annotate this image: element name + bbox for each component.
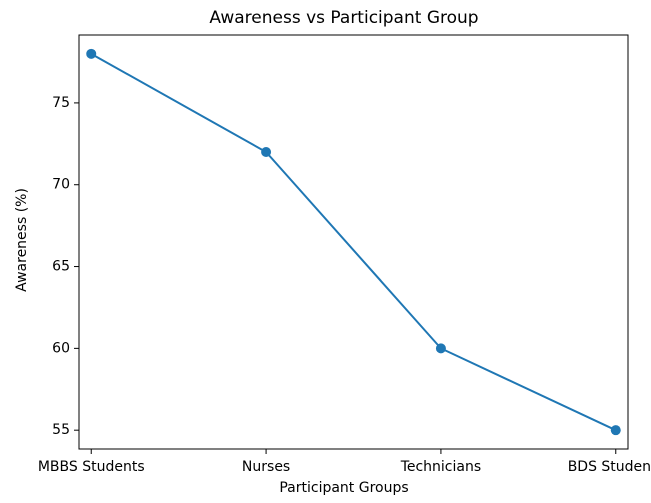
line: [90, 52, 617, 432]
y-tick-label: 75: [52, 95, 70, 111]
x-tick-label: MBBS Students: [38, 459, 145, 475]
y-tick-label: 60: [52, 340, 70, 356]
point: [610, 425, 621, 436]
y-tick-label: 55: [52, 422, 70, 438]
x-tick-label: Technicians: [400, 459, 481, 475]
y-tick-label: 65: [52, 259, 70, 275]
x-tick-label: BDS Students: [568, 459, 651, 475]
point: [86, 48, 97, 59]
chart-title: Awareness vs Participant Group: [209, 8, 478, 28]
point: [435, 343, 446, 354]
y-tick-label: 70: [52, 177, 70, 193]
plot-frame: [78, 34, 629, 450]
x-axis-label: Participant Groups: [279, 480, 408, 496]
x-tick-label: Nurses: [242, 459, 290, 475]
y-axis-label: Awareness (%): [14, 188, 30, 292]
point: [261, 147, 272, 157]
